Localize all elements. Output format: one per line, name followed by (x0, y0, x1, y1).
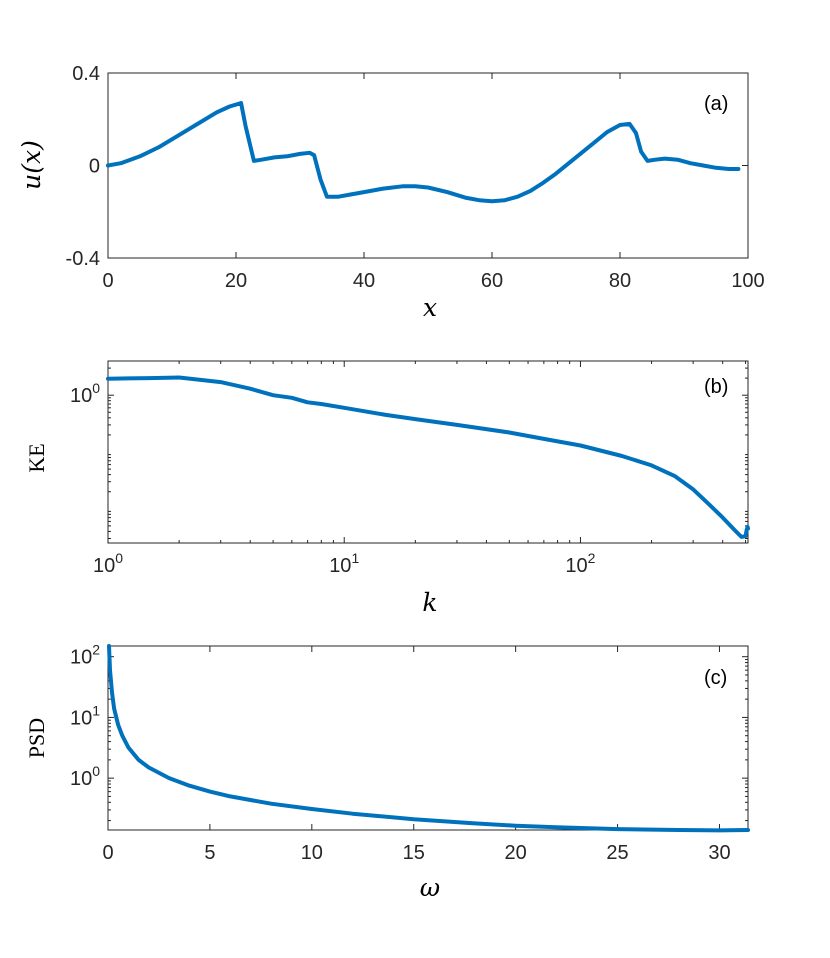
x-tick-label-c: 30 (708, 842, 730, 864)
panel-a-xlabel: x (423, 293, 437, 322)
panel-a-u-of-x: (a) x u(x) 0 20 40 60 80 100-0.400.4 (17, 63, 765, 322)
x-tick-label-c: 10 (301, 842, 323, 864)
x-tick-label-b: 102 (565, 550, 595, 577)
x-tick-label-c: 15 (403, 842, 425, 864)
panel-a-label: (a) (704, 93, 728, 115)
y-tick-label-a: 0 (89, 156, 100, 178)
x-tick-label-a: 100 (731, 270, 764, 292)
panel-c-psd: (c) ω PSD 0 5 10 15 20 25 30 100 101 102 (24, 642, 750, 902)
panel-c-ylabel: PSD (24, 718, 49, 758)
y-tick-label-b: 100 (70, 380, 100, 407)
series-line-a (106, 101, 741, 204)
panel-b-label: (b) (704, 376, 728, 398)
x-tick-label-c: 20 (505, 842, 527, 864)
x-tick-label-c: 25 (606, 842, 628, 864)
series-line-c (107, 644, 750, 833)
panel-c-xlabel: ω (420, 873, 440, 902)
plot-frame-c (107, 645, 749, 831)
y-tick-label-c: 102 (70, 642, 100, 669)
x-tick-label-a: 40 (353, 270, 375, 292)
y-tick-label-a: -0.4 (66, 248, 100, 270)
panel-b-xlabel: k (422, 588, 437, 617)
x-tick-label-a: 80 (609, 270, 631, 292)
panel-b-kinetic-energy: (b) k KE 100 101 102 100 (24, 360, 750, 617)
y-tick-label-c: 101 (70, 702, 100, 729)
y-tick-label-a: 0.4 (72, 63, 100, 85)
panel-c-label: (c) (704, 667, 727, 689)
x-tick-label-b: 101 (329, 550, 359, 577)
panel-b-ylabel: KE (24, 443, 49, 472)
x-tick-label-b: 100 (93, 550, 123, 577)
x-tick-label-a: 20 (225, 270, 247, 292)
panel-a-ylabel: u(x) (17, 140, 46, 190)
plot-frame-a (107, 72, 749, 259)
y-tick-label-c: 100 (70, 763, 100, 790)
x-tick-label-c: 5 (204, 842, 215, 864)
plot-frame-b (107, 360, 749, 544)
series-line-b (106, 375, 750, 539)
x-tick-label-a: 0 (102, 270, 113, 292)
x-tick-label-a: 60 (481, 270, 503, 292)
x-tick-label-c: 0 (102, 842, 113, 864)
